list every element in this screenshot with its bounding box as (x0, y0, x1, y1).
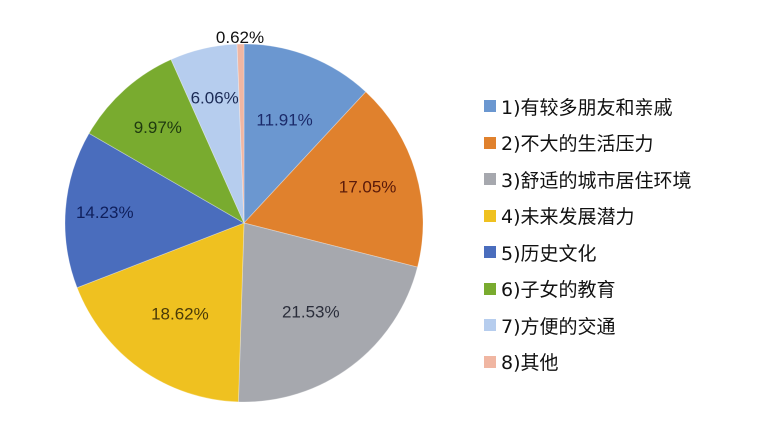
legend-item-6: 6)子女的教育 (484, 271, 692, 308)
data-label-3: 21.53% (282, 303, 340, 322)
data-label-6: 9.97% (134, 118, 182, 137)
pie-slice-7 (170, 43, 245, 224)
legend-swatch-5 (484, 246, 496, 259)
legend-swatch-7 (484, 319, 496, 332)
pie-slice-4 (76, 222, 245, 403)
legend-swatch-6 (484, 282, 496, 295)
legend: 1)有较多朋友和亲戚 2)不大的生活压力 3)舒适的城市居住环境 4)未来发展潜… (484, 88, 692, 380)
legend-swatch-2 (484, 136, 496, 149)
data-label-5: 14.23% (76, 203, 134, 222)
legend-item-1: 1)有较多朋友和亲戚 (484, 88, 692, 125)
pie-slice-6 (88, 59, 245, 224)
pie-slice-1 (243, 43, 367, 225)
legend-swatch-8 (484, 355, 496, 368)
data-label-4: 18.62% (151, 305, 209, 324)
pie-slice-3 (238, 222, 418, 403)
legend-label-8: 8)其他 (501, 352, 559, 375)
legend-swatch-4 (484, 209, 496, 222)
legend-item-8: 8)其他 (484, 344, 692, 381)
legend-label-2: 2)不大的生活压力 (501, 133, 654, 156)
data-label-8: 0.62% (216, 28, 264, 47)
legend-label-5: 5)历史文化 (501, 242, 597, 265)
legend-label-3: 3)舒适的城市居住环境 (501, 169, 692, 192)
legend-swatch-3 (484, 173, 496, 186)
legend-item-3: 3)舒适的城市居住环境 (484, 161, 692, 198)
legend-swatch-1 (484, 100, 496, 113)
legend-label-7: 7)方便的交通 (501, 315, 616, 338)
data-label-1: 11.91% (256, 111, 312, 130)
pie-slice-5 (64, 132, 245, 289)
legend-item-5: 5)历史文化 (484, 234, 692, 271)
legend-item-4: 4)未来发展潜力 (484, 198, 692, 235)
data-label-2: 17.05% (339, 178, 397, 197)
legend-item-2: 2)不大的生活压力 (484, 125, 692, 162)
legend-label-6: 6)子女的教育 (501, 279, 616, 302)
legend-label-4: 4)未来发展潜力 (501, 206, 635, 229)
legend-item-7: 7)方便的交通 (484, 307, 692, 344)
data-label-7: 6.06% (191, 89, 239, 108)
legend-label-1: 1)有较多朋友和亲戚 (501, 96, 673, 119)
pie-slice-2 (243, 91, 424, 268)
pie-slice-8 (236, 43, 245, 224)
